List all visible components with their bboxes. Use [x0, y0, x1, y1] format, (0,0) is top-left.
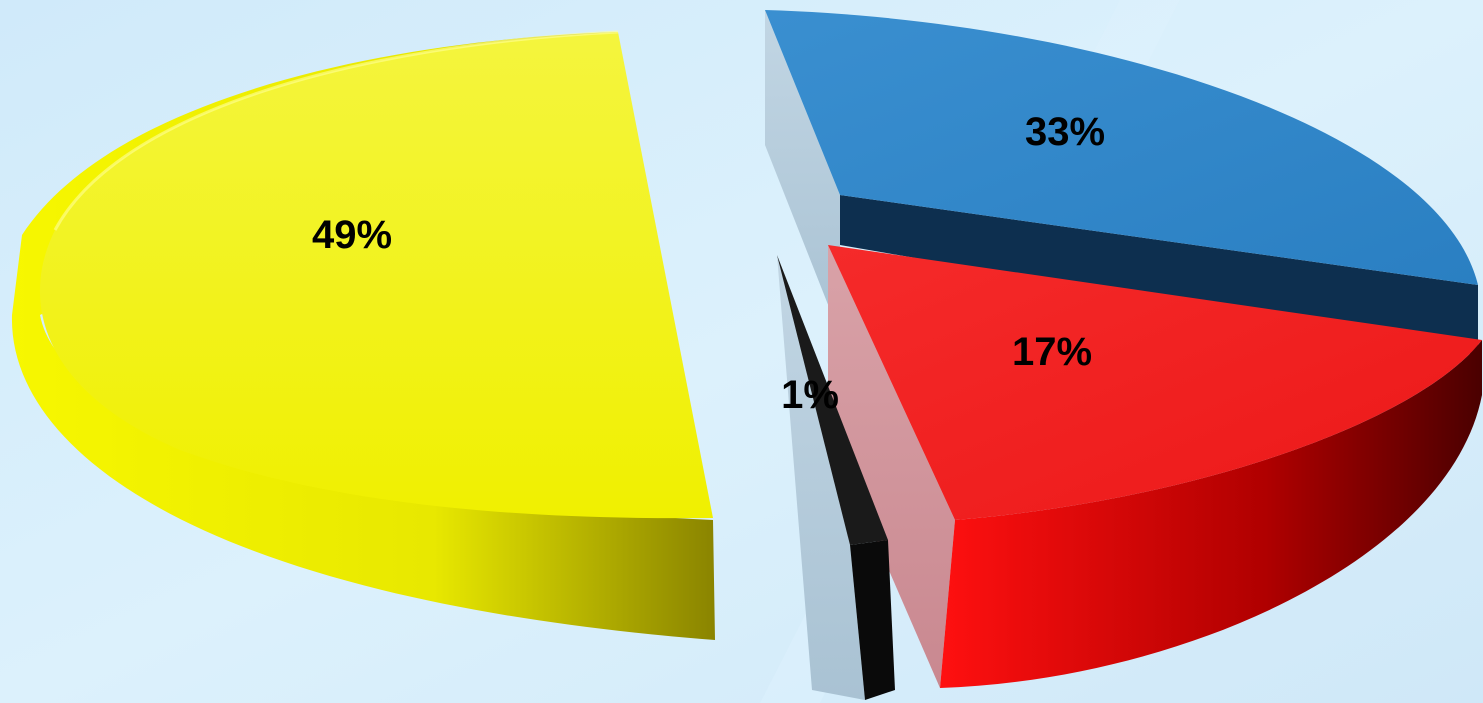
slice-17-side: [940, 340, 1482, 688]
slice-1-inner-face: [777, 255, 865, 700]
slice-33-side: [840, 195, 1478, 355]
slice-label-49: 49%: [312, 213, 392, 257]
slice-17: [828, 245, 1482, 688]
slice-label-1: 1%: [781, 373, 839, 417]
slice-17-top: [828, 245, 1482, 520]
slice-49-highlight: [53, 30, 619, 231]
slice-49: [11, 30, 716, 640]
slice-17-inner-face: [828, 245, 955, 688]
slice-1: [777, 255, 895, 700]
slice-label-17: 17%: [1012, 330, 1092, 374]
slice-33-top: [765, 10, 1478, 285]
slice-33: [765, 10, 1478, 355]
slice-label-33: 33%: [1025, 110, 1105, 154]
slice-1-side: [850, 540, 895, 700]
slice-49-top: [39, 32, 713, 519]
slice-1-top: [777, 255, 888, 545]
slice-33-inner-face: [765, 10, 840, 335]
